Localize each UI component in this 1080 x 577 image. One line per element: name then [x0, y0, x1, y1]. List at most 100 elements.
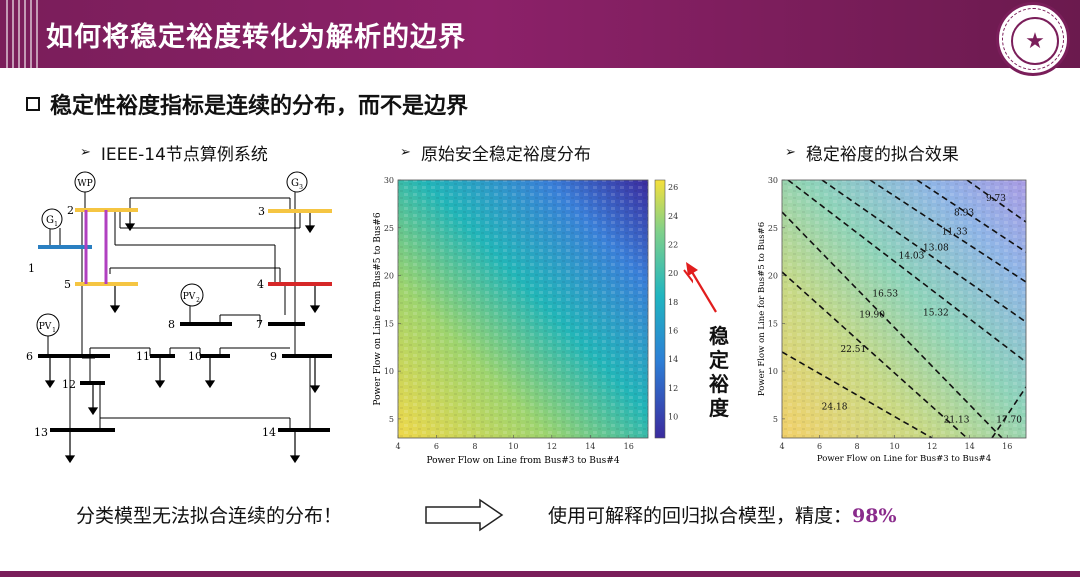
- panel-label-fitted: ➢ 稳定裕度的拟合效果: [785, 140, 959, 165]
- load-arrow-icon: [44, 356, 56, 389]
- bottom-rule: [0, 571, 1080, 577]
- y-tick-label: 15: [768, 319, 778, 328]
- contour-line: [966, 180, 1026, 223]
- bus-number: 10: [188, 350, 202, 363]
- gen-label-sub: 1: [52, 327, 56, 334]
- bus-number: 11: [136, 350, 150, 363]
- regression-note-text: 使用可解释的回归拟合模型，精度：: [548, 505, 853, 527]
- x-axis-label: Power Flow on Line for Bus#3 to Bus#4: [817, 454, 991, 464]
- colorbar: [654, 179, 666, 439]
- contour-label: 22.51: [840, 345, 866, 355]
- colorbar-tick-label: 10: [668, 413, 678, 422]
- regression-note: 使用可解释的回归拟合模型，精度：98%: [548, 501, 897, 528]
- bus-number: 2: [67, 204, 74, 217]
- gen-label-sub: 2: [196, 297, 200, 304]
- load-arrow-icon: [309, 284, 321, 314]
- bus-number: 9: [270, 350, 277, 363]
- generator-pv2: PV 2: [180, 283, 204, 307]
- seal-ring: [1002, 8, 1064, 70]
- y-tick-label: 5: [389, 415, 394, 424]
- decorative-stripes: [6, 0, 40, 68]
- load-arrow-icon: [64, 430, 76, 464]
- x-tick-label: 14: [965, 442, 975, 451]
- load-arrow-icon: [204, 356, 216, 389]
- load-arrow-icon: [289, 430, 301, 464]
- contour-line: [869, 180, 1026, 283]
- colorbar-tick-label: 12: [668, 384, 678, 393]
- bus-number: 13: [34, 426, 48, 439]
- section-heading: 稳定性裕度指标是连续的分布，而不是边界: [26, 88, 468, 120]
- generator-wp: WP: [74, 171, 96, 193]
- arrow-bullet-icon: ➢: [785, 145, 796, 160]
- x-tick-label: 8: [472, 442, 477, 451]
- load-arrow-icon: [304, 211, 316, 234]
- load-arrow-icon: [154, 356, 166, 389]
- bullet-square-icon: [26, 97, 40, 111]
- contour-line: [991, 386, 1026, 438]
- gen-label: WP: [77, 179, 92, 189]
- y-axis-label: Power Flow on Line from Bus#5 to Bus#6: [373, 212, 383, 405]
- y-tick-label: 15: [384, 319, 394, 328]
- arrow-bullet-icon: ➢: [80, 145, 91, 160]
- gen-label-sub: 1: [54, 221, 58, 228]
- gen-label: PV: [183, 292, 196, 302]
- ieee14-network-diagram: WP G 1 G 3 PV 2 PV 1 1 2 3 4 5 6 7 8 9 1…: [26, 171, 332, 464]
- red-arrow-icon: [686, 262, 717, 313]
- x-axis-label: Power Flow on Line from Bus#3 to Bus#4: [426, 456, 619, 466]
- generator-g3: G 3: [286, 171, 308, 193]
- contour-label: 15.32: [923, 309, 949, 319]
- generator-pv1: PV 1: [36, 313, 60, 337]
- panel-label-text: 稳定裕度的拟合效果: [805, 145, 959, 165]
- y-tick-label: 25: [768, 224, 778, 233]
- contour-line: [782, 211, 1003, 438]
- contour-line: [782, 271, 968, 438]
- original-margin-heatmap: 4 6 8 10 12 14 16 5 10 15 20 25 30 Power Flow on Lin…: [373, 176, 693, 466]
- x-tick-label: 16: [624, 442, 634, 451]
- bus-number: 4: [257, 278, 264, 291]
- bus-number: 8: [168, 318, 175, 331]
- gen-label: G: [291, 178, 299, 189]
- y-tick-label: 10: [768, 367, 778, 376]
- seal-star-icon: ★: [1011, 17, 1059, 65]
- panel-label-text: 原始安全稳定裕度分布: [420, 145, 591, 165]
- x-tick-label: 12: [547, 442, 557, 451]
- contour-line: [821, 180, 1026, 323]
- colorbar-tick-label: 20: [668, 269, 678, 278]
- generator-g1: G 1: [41, 208, 63, 230]
- colorbar-tick-label: 18: [668, 298, 678, 307]
- contour-label: 8.93: [954, 208, 974, 218]
- gen-label: PV: [39, 322, 52, 332]
- colorbar-tick-label: 26: [668, 183, 678, 192]
- colorbar-tick-label: 16: [668, 327, 678, 336]
- load-arrow-icon: [87, 383, 99, 416]
- contour-label: 9.73: [986, 194, 1006, 204]
- x-tick-label: 10: [508, 442, 518, 451]
- stability-margin-label: 稳定裕度: [709, 324, 729, 420]
- y-tick-label: 20: [768, 272, 778, 281]
- panel-label-text: IEEE-14节点算例系统: [100, 145, 268, 165]
- y-axis-label: Power Flow on Line for Bus#5 to Bus#6: [757, 222, 767, 396]
- contour-label: 11.33: [942, 227, 968, 237]
- contour-label: 17.70: [996, 416, 1022, 426]
- y-tick-label: 25: [384, 224, 394, 233]
- load-arrow-icon: [124, 210, 136, 232]
- university-seal-logo: ★: [996, 2, 1070, 76]
- gen-label: G: [46, 215, 54, 226]
- y-tick-label: 30: [384, 176, 394, 185]
- bus-number: 3: [258, 205, 265, 218]
- colorbar-tick-label: 14: [668, 355, 678, 364]
- contour-label: 21.13: [944, 416, 970, 426]
- x-tick-label: 14: [585, 442, 595, 451]
- bus-number: 12: [62, 378, 76, 391]
- bus-number: 6: [26, 350, 33, 363]
- bus-number: 5: [64, 278, 71, 291]
- y-tick-label: 30: [768, 176, 778, 185]
- x-tick-label: 6: [817, 442, 822, 451]
- contour-label: 14.03: [899, 251, 925, 261]
- x-tick-label: 10: [890, 442, 900, 451]
- x-tick-label: 16: [1002, 442, 1012, 451]
- x-tick-label: 8: [855, 442, 860, 451]
- heatmap-texture: [398, 180, 648, 438]
- heatmap-texture: [782, 180, 1026, 438]
- contour-label: 24.18: [822, 402, 848, 412]
